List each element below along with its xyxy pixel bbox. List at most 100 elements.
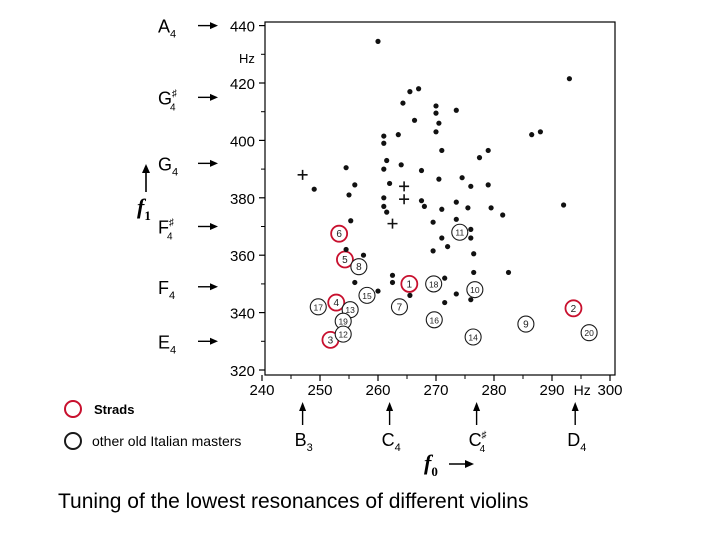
data-point-dot [485,182,491,188]
data-point-plus [399,194,410,205]
x-tick-label: 260 [365,382,390,399]
x-unit-label: Hz [574,382,591,398]
data-point-dot [352,182,358,188]
data-point-dot [505,269,512,276]
violin-number-label: 4 [333,298,339,309]
y-note-label: F4 [158,278,175,302]
x-tick-label: 280 [481,382,506,399]
data-point-dot [400,100,406,106]
data-point-dot [418,167,425,174]
data-point-dot [439,206,445,212]
y-note-arrow-head [210,93,218,101]
legend-label-other-masters: other old Italian masters [92,433,242,449]
y-tick-label: 320 [230,363,255,380]
data-point-dot [311,186,317,192]
y-note-label: F♯ 4 [158,218,174,243]
data-point-dot [343,246,349,253]
x-axis-arrow-head [465,460,474,468]
data-point-dot [459,175,465,181]
x-tick-label: 290 [539,382,564,399]
y-tick-label: 340 [230,306,255,323]
y-note-arrow-head [210,223,218,230]
legend-item-other-masters: other old Italian masters [64,432,241,450]
x-tick-label: 300 [597,382,622,399]
data-point-dot [433,129,439,135]
data-point-dot [468,297,474,303]
violin-number-label: 11 [455,228,464,238]
data-point-plus [399,181,410,192]
y-note-label: G♯ 4 [158,88,177,113]
x-note-label: C♯ 4 [469,430,487,455]
italian-violin-marker [580,324,598,342]
data-point-dot [421,203,427,210]
violin-number-label: 10 [470,285,480,295]
italian-violin-marker [425,275,443,293]
italian-violin-marker [309,298,327,316]
violin-number-label: 20 [584,328,594,338]
y-axis-arrow-head [142,164,150,173]
data-point-dot [566,76,573,82]
data-point-dot [384,209,390,215]
data-point-dot [476,155,483,161]
violin-number-label: 12 [338,330,348,340]
violin-number-label: 3 [328,335,334,346]
y-tick-label: 440 [230,19,255,36]
data-point-dot [418,198,425,204]
y-note-arrow-head [210,337,218,345]
data-point-dot [439,235,445,241]
y-axis-symbol: f1 [137,194,151,223]
data-point-dot [381,195,387,201]
data-point-dot [468,183,474,189]
data-point-dot [468,226,474,232]
data-point-dot [411,117,418,123]
data-point-dot [561,202,567,208]
data-point-dot [381,140,387,146]
y-tick-label: 380 [230,191,255,208]
italian-violin-marker [390,298,409,316]
italian-violin-marker [334,325,352,343]
y-tick-label: 360 [230,248,255,265]
x-tick-label: 250 [307,382,332,399]
data-point-dot [343,165,349,171]
data-point-dot [381,166,387,172]
data-point-dot [537,129,544,135]
data-point-dot [381,203,387,210]
legend-item-strads: Strads [64,400,134,418]
x-note-label: C4 [382,430,401,454]
italian-violin-marker [466,281,484,299]
data-point-dot [529,132,535,138]
x-note-arrow-head [299,402,307,411]
data-point-dot [453,291,459,297]
y-note-label: A4 [158,17,176,41]
strad-violin-marker [330,224,349,243]
italian-violin-marker [358,286,376,304]
data-point-dot [439,147,445,154]
data-point-dot [346,192,352,198]
italian-violin-marker [425,311,443,329]
violin-number-label: 18 [429,279,439,289]
plot-frame [264,21,616,376]
data-point-dot [433,110,439,116]
y-note-arrow-head [210,22,218,30]
data-point-dot [430,219,436,225]
italian-violin-marker [451,223,469,241]
x-note-arrow-head [473,402,481,411]
italian-violin-marker [464,328,482,346]
data-point-dot [465,205,471,211]
y-unit-label: Hz [239,51,255,66]
data-point-dot [407,292,413,298]
violin-number-label: 2 [571,304,577,315]
data-point-dot [442,299,448,306]
strads-circle-icon [64,400,82,418]
data-point-dot [488,205,494,211]
data-point-dot [468,235,474,241]
data-point-dot [453,107,459,113]
data-point-dot [348,218,354,224]
violin-number-label: 8 [356,262,362,273]
x-note-arrow-head [386,402,394,411]
italian-violin-marker [350,258,368,276]
data-point-dot [471,269,477,276]
data-point-dot [485,147,491,154]
x-tick-label: 240 [249,382,274,399]
